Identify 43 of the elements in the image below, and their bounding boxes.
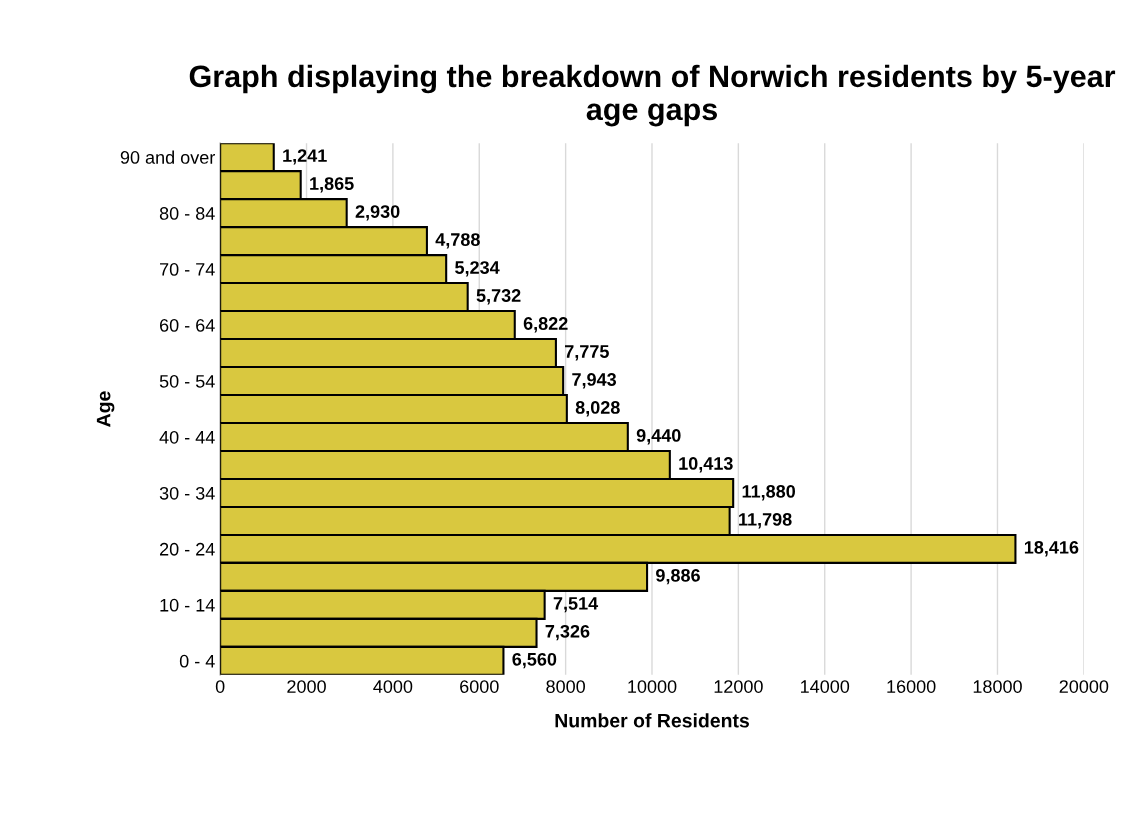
data-label: 10,413 — [679, 457, 733, 473]
x-tick-label: 14000 — [801, 680, 850, 693]
data-label: 9,886 — [656, 568, 700, 585]
y-tick-label: 10 - 14 — [160, 598, 215, 612]
data-label: 11,880 — [742, 485, 796, 501]
y-tick-label: 40 - 44 — [159, 430, 215, 444]
data-label: 7,943 — [572, 373, 617, 389]
x-tick-label: 12000 — [714, 680, 763, 693]
x-tick-label: 0 — [215, 680, 225, 693]
x-tick-label: 18000 — [973, 680, 1022, 693]
data-label: 6,560 — [512, 652, 557, 669]
y-tick-label: 50 - 54 — [159, 374, 215, 388]
y-tick-label: 90 and over — [120, 150, 215, 164]
x-tick-label: 2000 — [287, 680, 326, 693]
chart-title: Graph displaying the breakdown of Norwich residents by 5-year age gaps — [189, 64, 1116, 127]
data-label: 5,732 — [476, 289, 521, 305]
data-label: 7,326 — [545, 624, 590, 641]
data-label: 7,775 — [565, 345, 609, 361]
y-tick-label: 0 - 4 — [179, 654, 215, 668]
y-tick-label: 60 - 64 — [160, 318, 215, 332]
y-tick-label: 30 - 34 — [159, 486, 215, 500]
data-label: 1,865 — [310, 177, 354, 193]
x-tick-label: 20000 — [1059, 680, 1109, 693]
y-tick-label: 20 - 24 — [160, 542, 215, 556]
data-label: 7,514 — [553, 597, 599, 613]
data-label: 18,416 — [1024, 540, 1079, 557]
x-axis-title: Number of Residents — [555, 713, 749, 728]
data-label: 6,822 — [523, 317, 568, 333]
x-tick-label: 6000 — [460, 680, 499, 693]
y-tick-label: 80 - 84 — [159, 207, 215, 220]
x-tick-label: 4000 — [373, 680, 413, 693]
y-axis-title: Age — [96, 391, 115, 427]
data-label: 8,028 — [575, 401, 620, 417]
x-tick-label: 16000 — [887, 680, 936, 693]
data-label: 1,241 — [283, 149, 327, 165]
data-label: 11,798 — [739, 513, 792, 529]
data-label: 9,440 — [636, 429, 681, 445]
data-label: 2,930 — [355, 205, 400, 221]
data-label: 5,234 — [455, 261, 500, 277]
y-tick-label: 70 - 74 — [160, 263, 215, 276]
data-label: 4,788 — [435, 233, 480, 249]
x-tick-label: 10000 — [628, 680, 677, 693]
x-tick-label: 8000 — [546, 680, 586, 693]
